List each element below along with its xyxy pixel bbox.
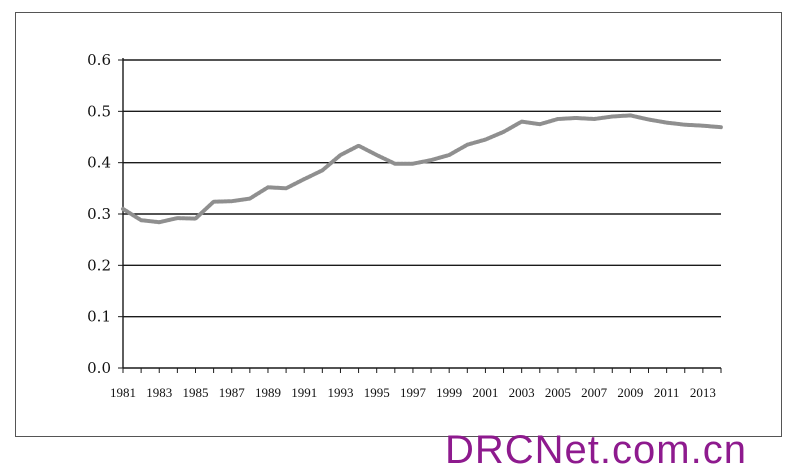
series-line-0: [123, 115, 721, 222]
series-layer: [123, 115, 721, 222]
x-tick-label-2007: 2007: [581, 385, 608, 400]
x-tick-label-2013: 2013: [690, 385, 716, 400]
y-tick-label-0.0: 0.0: [87, 359, 111, 377]
x-tick-label-1991: 1991: [291, 385, 317, 400]
gridlines: [123, 60, 721, 317]
x-tick-label-1989: 1989: [255, 385, 281, 400]
x-tick-label-1997: 1997: [400, 385, 427, 400]
x-tick-label-2003: 2003: [509, 385, 535, 400]
x-tick-label-1983: 1983: [146, 385, 172, 400]
axes: [118, 58, 721, 373]
x-tick-label-2009: 2009: [617, 385, 643, 400]
watermark-logo: DRCNet.com.cn: [445, 430, 747, 470]
x-tick-label-1987: 1987: [219, 385, 246, 400]
y-tick-label-0.5: 0.5: [87, 102, 111, 120]
x-tick-label-1995: 1995: [364, 385, 390, 400]
x-tick-label-2005: 2005: [545, 385, 571, 400]
x-tick-label-1999: 1999: [436, 385, 462, 400]
y-tick-label-0.6: 0.6: [87, 51, 111, 69]
y-tick-label-0.2: 0.2: [87, 256, 111, 274]
x-tick-label-2011: 2011: [654, 385, 680, 400]
y-tick-label-0.3: 0.3: [87, 205, 111, 223]
y-tick-labels: 0.0 0.1 0.2 0.3 0.4 0.5 0.6: [87, 51, 111, 377]
x-tick-label-1981: 1981: [110, 385, 136, 400]
x-tick-label-1985: 1985: [182, 385, 208, 400]
y-tick-label-0.1: 0.1: [87, 308, 111, 326]
x-tick-label-2001: 2001: [472, 385, 498, 400]
x-tick-label-1993: 1993: [327, 385, 353, 400]
y-tick-label-0.4: 0.4: [87, 154, 111, 172]
x-tick-labels: 1981 1983 1985 1987 1989 1991 1993 1995 1997 1999…: [110, 385, 716, 400]
